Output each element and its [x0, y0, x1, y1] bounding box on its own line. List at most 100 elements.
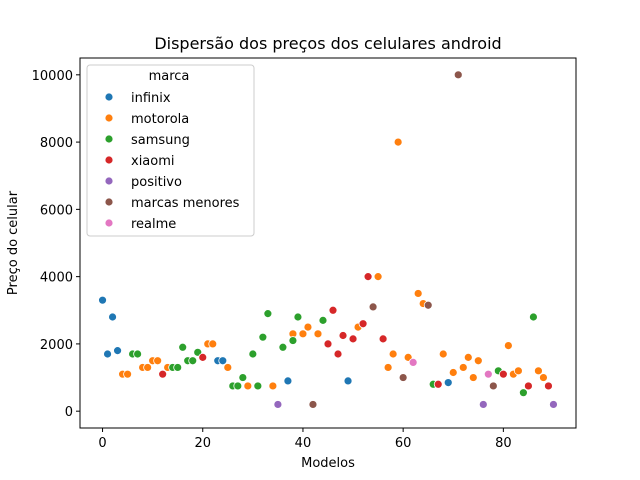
data-point: [198, 352, 208, 362]
plot-frame: [79, 57, 577, 429]
data-point: [343, 376, 353, 386]
data-point: [233, 381, 243, 391]
data-point: [363, 272, 373, 282]
data-point: [463, 352, 473, 362]
data-point: [544, 381, 553, 391]
data-point: [408, 358, 418, 367]
data-point: [549, 400, 558, 409]
data-point: [513, 366, 523, 376]
data-point: [433, 379, 443, 389]
x-axis: 0 20 40 60 80: [98, 428, 512, 451]
data-point: [313, 329, 323, 339]
data-point: [539, 373, 548, 382]
data-point: [288, 336, 298, 345]
data-point: [423, 300, 433, 310]
legend-marker: [104, 113, 114, 123]
data-point: [303, 322, 313, 332]
y-tick-label: 10000: [32, 69, 73, 84]
y-axis: 0 2000 4000 6000 8000 10000: [32, 69, 80, 420]
legend-label: infinix: [131, 91, 171, 106]
data-point: [153, 356, 163, 366]
data-point: [298, 329, 308, 339]
data-point: [393, 137, 403, 147]
legend: marca infinix motorola samsung xiaomi positi…: [86, 64, 255, 237]
data-point: [534, 366, 543, 376]
data-point: [348, 334, 358, 344]
data-point: [133, 349, 143, 359]
data-point: [188, 356, 198, 366]
data-point: [328, 305, 338, 315]
data-point: [248, 349, 258, 359]
data-point: [283, 376, 293, 386]
data-point: [323, 339, 333, 349]
data-point: [518, 388, 528, 398]
data-point: [383, 363, 393, 372]
data-point: [218, 356, 228, 366]
legend-marker: [104, 197, 114, 207]
data-point: [98, 295, 107, 305]
data-point: [443, 378, 453, 387]
data-point: [258, 332, 268, 342]
data-point: [503, 341, 513, 350]
legend-marker: [104, 176, 114, 186]
data-point: [453, 70, 463, 80]
x-tick-label: 60: [395, 436, 412, 451]
data-point: [253, 381, 263, 391]
data-point: [243, 381, 253, 391]
data-point: [278, 342, 288, 352]
data-point: [529, 312, 538, 322]
legend-label: marcas menores: [131, 196, 240, 211]
data-point: [448, 368, 458, 377]
data-point: [524, 381, 533, 391]
data-point: [438, 349, 448, 359]
legend-marker: [104, 134, 114, 144]
data-point: [473, 356, 483, 366]
data-point: [378, 334, 388, 344]
y-axis-label: Preço do celular: [6, 190, 21, 295]
x-tick-label: 80: [495, 436, 512, 451]
legend-marker: [104, 218, 114, 228]
data-point: [123, 369, 132, 379]
data-point: [458, 363, 468, 372]
data-point: [318, 315, 328, 325]
data-point: [263, 309, 273, 319]
data-point: [498, 369, 508, 379]
data-point: [113, 346, 122, 356]
data-point: [468, 373, 478, 382]
y-tick-label: 6000: [40, 203, 73, 218]
data-point: [158, 369, 168, 379]
legend-title: marca: [149, 69, 190, 84]
x-tick-label: 0: [98, 436, 106, 451]
legend-marker: [104, 92, 114, 102]
data-point: [108, 312, 117, 322]
data-point: [483, 369, 493, 379]
data-point: [308, 400, 318, 409]
points-layer: [98, 70, 558, 409]
data-point: [273, 400, 283, 409]
data-point: [333, 349, 343, 359]
legend-label: samsung: [131, 133, 190, 148]
chart-title: Dispersão dos preços dos celulares andro…: [154, 34, 501, 53]
legend-label: positivo: [131, 175, 182, 190]
y-tick-label: 4000: [40, 271, 73, 286]
data-point: [238, 373, 248, 382]
data-point: [358, 319, 368, 329]
data-point: [208, 339, 218, 349]
data-point: [478, 400, 488, 409]
y-tick-label: 8000: [40, 136, 73, 151]
data-point: [178, 342, 188, 352]
data-point: [413, 289, 423, 298]
legend-marker: [104, 155, 114, 165]
data-point: [268, 381, 278, 391]
x-tick-label: 20: [194, 436, 211, 451]
data-point: [368, 302, 378, 312]
data-point: [388, 349, 398, 359]
legend-label: motorola: [131, 112, 189, 127]
data-point: [223, 363, 233, 372]
y-tick-label: 2000: [40, 338, 73, 353]
x-axis-label: Modelos: [301, 456, 355, 471]
x-tick-label: 40: [295, 436, 312, 451]
legend-label: xiaomi: [131, 154, 175, 169]
data-point: [293, 312, 303, 322]
